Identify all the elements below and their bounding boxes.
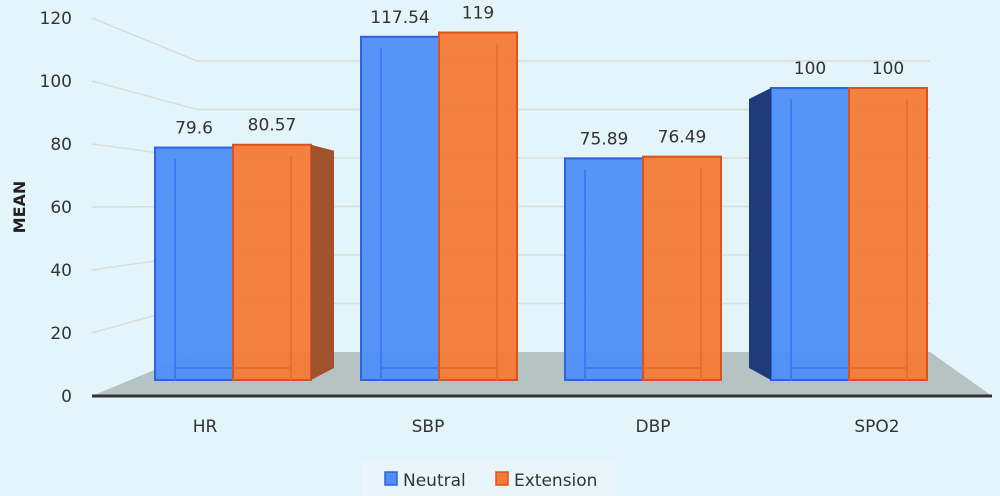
data-label: 75.89: [580, 129, 629, 149]
data-label: 79.6: [175, 119, 213, 139]
legend-box: [362, 460, 617, 496]
legend-label: Extension: [514, 471, 597, 491]
data-label: 100: [872, 59, 904, 79]
x-tick-label: DBP: [635, 417, 670, 437]
data-label: 119: [462, 4, 494, 24]
legend-item-extension: Extension: [495, 471, 597, 491]
bar-face: [642, 155, 722, 381]
y-tick-label: 100: [40, 72, 72, 92]
y-tick-label: 60: [50, 198, 72, 218]
legend-swatch: [495, 471, 509, 486]
data-label: 80.57: [248, 116, 297, 136]
y-tick-label: 0: [61, 387, 72, 407]
bar-face: [848, 87, 928, 381]
bar-face: [232, 143, 312, 381]
bar-extension-hr: 80.57: [232, 116, 334, 381]
y-tick-label: 40: [50, 261, 72, 281]
legend-item-neutral: Neutral: [384, 471, 466, 491]
bars: 79.6 80.57 117.54 119 75.89 76.49 100 100: [154, 4, 928, 382]
x-tick-label: SPO2: [854, 417, 899, 437]
bar-face: [438, 31, 518, 382]
legend-swatch: [384, 471, 398, 486]
gridline: [91, 80, 930, 111]
bar-extension-dbp: 76.49: [642, 128, 722, 381]
y-tick-label: 20: [50, 324, 72, 344]
bar-face: [564, 157, 644, 381]
data-label: 117.54: [370, 8, 429, 28]
y-axis-ticks: 0 20 40 60 80 100 120: [40, 9, 72, 407]
y-tick-label: 80: [50, 135, 72, 155]
bar-extension-spo2: 100: [848, 59, 928, 381]
bar-extension-sbp: 119: [438, 4, 518, 382]
bar-face: [360, 35, 440, 381]
gridline: [91, 17, 930, 62]
bar-face: [154, 146, 234, 381]
x-tick-label: HR: [193, 417, 218, 437]
legend-label: Neutral: [403, 471, 466, 491]
bar-neutral-hr: 79.6: [154, 119, 234, 381]
data-label: 100: [794, 59, 826, 79]
bar-face: [770, 87, 850, 381]
y-axis-label: MEAN: [10, 181, 29, 234]
bar-side: [749, 88, 771, 380]
bar-side: [311, 144, 334, 380]
legend: Neutral Extension: [384, 471, 597, 491]
x-axis-labels: HR SBP DBP SPO2: [193, 417, 900, 437]
bar-neutral-dbp: 75.89: [564, 129, 644, 381]
x-tick-label: SBP: [412, 417, 445, 437]
bar-neutral-spo2: 100: [749, 59, 850, 381]
y-tick-label: 120: [40, 9, 72, 29]
data-label: 76.49: [658, 128, 707, 148]
bar-neutral-sbp: 117.54: [360, 8, 440, 381]
